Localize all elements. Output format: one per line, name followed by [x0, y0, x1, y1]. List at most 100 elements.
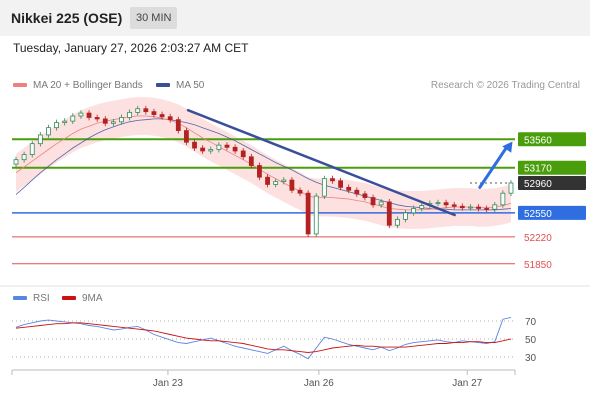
- candle-body: [500, 192, 506, 206]
- candle-body: [476, 206, 481, 209]
- candle-body: [378, 201, 384, 206]
- candle-body: [257, 165, 262, 178]
- candle-body: [354, 189, 360, 195]
- candle-body: [362, 193, 368, 198]
- candle-body: [86, 112, 92, 118]
- candle-body: [248, 156, 254, 166]
- rsi-swatch: [13, 296, 27, 301]
- candle-body: [175, 119, 181, 131]
- candle-body: [62, 120, 68, 123]
- candle-body: [143, 108, 149, 113]
- candle-body: [102, 118, 108, 124]
- candle-body: [208, 149, 214, 152]
- candle-body: [289, 179, 295, 191]
- candle-body: [313, 195, 319, 235]
- candle-body: [386, 201, 392, 226]
- trendline: [186, 108, 456, 217]
- candle-body: [281, 179, 287, 182]
- candle-body: [459, 205, 465, 209]
- candle-body: [305, 192, 311, 235]
- candle-body: [70, 115, 76, 122]
- ma50-swatch: [156, 83, 170, 88]
- legend-ma50: MA 50: [156, 80, 204, 91]
- candle-body: [224, 144, 230, 148]
- candle-body: [370, 197, 376, 206]
- ma50-line: [15, 118, 512, 211]
- candle-body: [192, 141, 197, 149]
- candle-body: [13, 159, 19, 165]
- rsi-tick-70: 70: [525, 317, 537, 328]
- legend-ma20: MA 20 + Bollinger Bands: [13, 80, 143, 91]
- candle-body: [443, 202, 449, 206]
- ma20-swatch: [13, 83, 27, 88]
- instrument-title: Nikkei 225 (OSE): [11, 10, 123, 26]
- candle-body: [216, 144, 222, 150]
- candle-body: [127, 111, 133, 118]
- candle-body: [78, 112, 84, 117]
- candle-body: [110, 121, 116, 124]
- rsi-ma-swatch: [62, 296, 76, 301]
- candle-body: [135, 108, 141, 113]
- candle-body: [29, 143, 35, 155]
- rsi-line: [15, 316, 512, 360]
- candle-body: [21, 154, 27, 161]
- candle-body: [330, 178, 335, 182]
- bollinger-band: [16, 97, 511, 229]
- candle-body: [484, 208, 490, 210]
- level-label-52220: 52220: [524, 233, 552, 244]
- forecast-arrow-head: [502, 141, 513, 153]
- candle-body: [94, 117, 100, 120]
- candle-body: [119, 117, 124, 123]
- candle-body: [492, 204, 498, 210]
- level-box-current: [518, 175, 586, 190]
- legend-ma50-label: MA 50: [176, 80, 205, 91]
- candle-body: [46, 127, 51, 136]
- header-bar: Nikkei 225 (OSE) 30 MIN: [0, 0, 590, 36]
- candle-body: [411, 208, 417, 214]
- legend-rsi: RSI: [13, 293, 50, 304]
- candle-body: [232, 146, 238, 152]
- candle-body: [240, 150, 246, 158]
- legend-rsi-label: RSI: [33, 293, 50, 304]
- candle-body: [273, 181, 279, 185]
- candle-body: [54, 122, 59, 129]
- level-label-52960: 52960: [524, 179, 552, 190]
- legend-ma20-label: MA 20 + Bollinger Bands: [33, 80, 143, 91]
- candle-body: [435, 202, 441, 205]
- candle-body: [338, 180, 343, 188]
- research-credit: Research © 2026 Trading Central: [430, 80, 580, 91]
- ma20-line: [15, 115, 512, 211]
- x-tick-label: Jan 26: [304, 378, 334, 389]
- candle-body: [508, 182, 514, 194]
- candle-body: [419, 205, 425, 209]
- timeframe-badge[interactable]: 30 MIN: [130, 7, 178, 29]
- candle-body: [403, 212, 408, 220]
- level-label-52550: 52550: [524, 209, 552, 220]
- candle-body: [265, 176, 270, 185]
- candle-body: [346, 186, 352, 191]
- candle-body: [167, 116, 173, 121]
- candle-body: [451, 204, 457, 207]
- candle-body: [184, 130, 189, 143]
- level-label-53170: 53170: [524, 164, 552, 175]
- level-box-support-pivot: [518, 205, 586, 220]
- x-tick-label: Jan 27: [452, 378, 482, 389]
- level-label-51850: 51850: [524, 260, 552, 271]
- candle-body: [297, 189, 303, 194]
- forecast-arrow-shaft: [478, 145, 508, 189]
- candle-body: [159, 114, 165, 118]
- candles-group: [13, 105, 514, 237]
- candle-body: [37, 134, 43, 145]
- legend-rsi-ma: 9MA: [62, 293, 103, 304]
- candle-body: [151, 111, 157, 115]
- rsi-tick-50: 50: [525, 335, 537, 346]
- rsi-tick-30: 30: [525, 353, 537, 364]
- candle-body: [321, 178, 327, 197]
- timestamp: Tuesday, January 27, 2026 2:03:27 AM CET: [13, 41, 249, 55]
- legend-rsi-ma-label: 9MA: [82, 293, 103, 304]
- x-tick-label: Jan 23: [153, 378, 183, 389]
- level-label-53560: 53560: [524, 135, 552, 146]
- candle-body: [394, 218, 400, 226]
- level-box-resistance: [518, 160, 586, 175]
